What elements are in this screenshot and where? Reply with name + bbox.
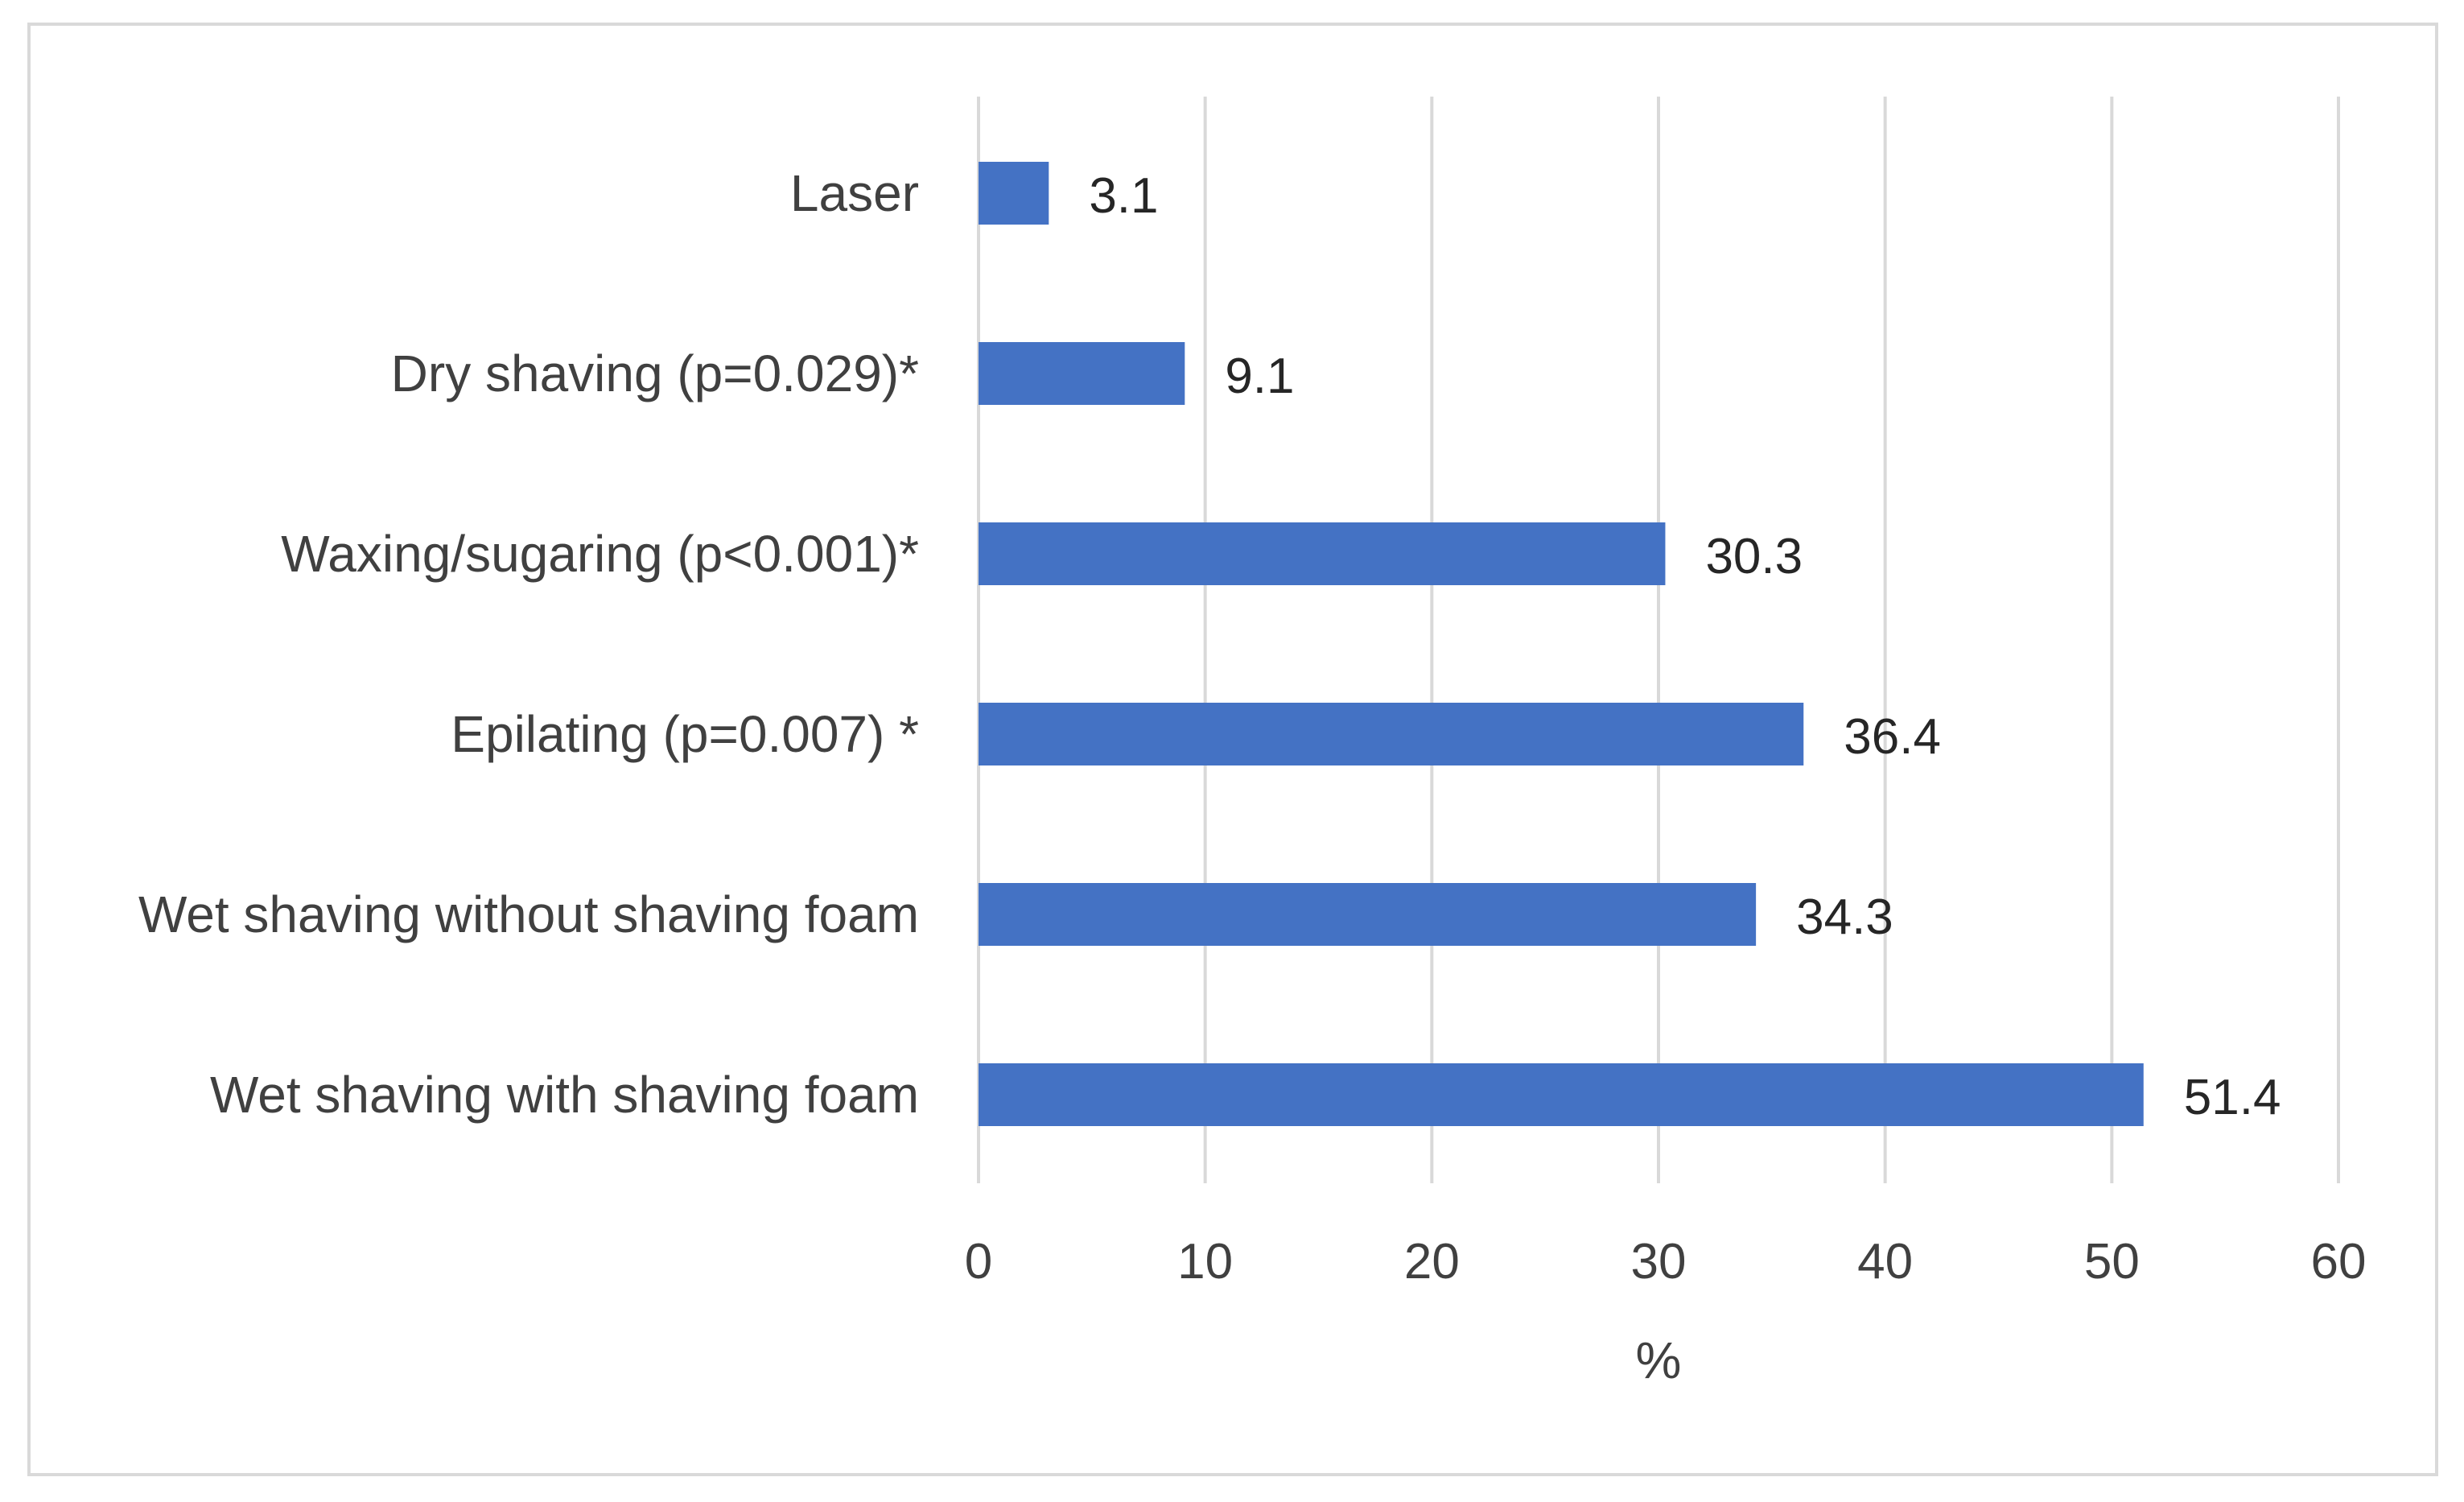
x-tick-label: 40 bbox=[1857, 1234, 1913, 1289]
x-tick-label: 60 bbox=[2311, 1234, 2367, 1289]
data-label: 51.4 bbox=[2184, 1070, 2281, 1125]
data-label: 36.4 bbox=[1844, 709, 1941, 765]
x-tick-label: 0 bbox=[965, 1234, 992, 1289]
x-tick-label: 10 bbox=[1177, 1234, 1233, 1289]
category-label: Dry shaving (p=0.029)* bbox=[391, 345, 919, 402]
x-axis-title: % bbox=[1636, 1331, 1682, 1389]
category-label: Epilating (p=0.007) * bbox=[451, 705, 919, 763]
data-label: 34.3 bbox=[1796, 889, 1893, 945]
bar bbox=[979, 162, 1049, 225]
bar bbox=[979, 883, 1757, 946]
bars bbox=[979, 162, 2144, 1126]
gridlines bbox=[977, 97, 2340, 1183]
data-label: 3.1 bbox=[1089, 168, 1158, 224]
category-label: Wet shaving with shaving foam bbox=[210, 1066, 919, 1124]
x-tick-label: 50 bbox=[2084, 1234, 2140, 1289]
bar bbox=[979, 522, 1666, 585]
bar bbox=[979, 1063, 2144, 1126]
category-label: Wet shaving without shaving foam bbox=[138, 885, 919, 943]
bar bbox=[979, 342, 1185, 405]
bar bbox=[979, 703, 1804, 765]
category-label: Laser bbox=[790, 164, 919, 222]
labels: 0 10 20 30 40 50 60 Laser 3.1 Dry shaving (p=0.02… bbox=[138, 164, 2366, 1289]
x-tick-label: 20 bbox=[1404, 1234, 1460, 1289]
category-label: Waxing/sugaring (p<0.001)* bbox=[281, 525, 919, 583]
data-label: 30.3 bbox=[1705, 529, 1803, 584]
x-tick-label: 30 bbox=[1631, 1234, 1687, 1289]
data-label: 9.1 bbox=[1225, 349, 1294, 404]
